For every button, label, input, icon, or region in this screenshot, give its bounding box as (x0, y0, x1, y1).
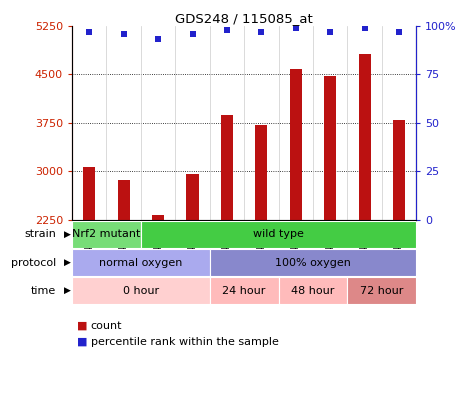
Bar (152, 215, 164, 220)
Bar (393, 120, 405, 220)
Point (120, 30, 127, 37)
Text: percentile rank within the sample: percentile rank within the sample (91, 337, 279, 347)
Bar (347, 277, 416, 304)
Point (326, 29, 334, 35)
Bar (72, 249, 210, 276)
Text: ■: ■ (77, 337, 87, 347)
Point (292, 25, 299, 31)
Text: 100% oxygen: 100% oxygen (275, 257, 351, 268)
Point (154, 36, 162, 42)
Bar (83, 168, 95, 220)
Bar (210, 277, 279, 304)
Point (258, 29, 265, 35)
Text: ■: ■ (77, 321, 87, 331)
Text: protocol: protocol (11, 257, 56, 268)
Bar (210, 249, 416, 276)
Bar (255, 125, 267, 220)
Text: time: time (31, 286, 56, 296)
Bar (290, 69, 302, 220)
Text: Nrf2 mutant: Nrf2 mutant (72, 229, 141, 240)
Bar (221, 115, 233, 220)
Bar (72, 221, 141, 248)
Text: ▶: ▶ (64, 286, 71, 295)
Text: wild type: wild type (253, 229, 304, 240)
Bar (72, 277, 210, 304)
Text: 48 hour: 48 hour (291, 286, 335, 296)
Title: GDS248 / 115085_at: GDS248 / 115085_at (175, 11, 313, 25)
Text: ▶: ▶ (64, 230, 71, 239)
Point (223, 27, 231, 33)
Bar (186, 174, 199, 220)
Text: strain: strain (24, 229, 56, 240)
Bar (359, 53, 371, 220)
Text: 0 hour: 0 hour (123, 286, 159, 296)
Bar (118, 180, 130, 220)
Text: 72 hour: 72 hour (360, 286, 404, 296)
Point (189, 30, 196, 37)
Point (361, 25, 368, 31)
Text: ▶: ▶ (64, 258, 71, 267)
Bar (279, 277, 347, 304)
Bar (324, 76, 336, 220)
Point (395, 29, 403, 35)
Text: 24 hour: 24 hour (222, 286, 266, 296)
Bar (141, 221, 416, 248)
Point (86, 29, 93, 35)
Text: normal oxygen: normal oxygen (99, 257, 183, 268)
Text: count: count (91, 321, 122, 331)
